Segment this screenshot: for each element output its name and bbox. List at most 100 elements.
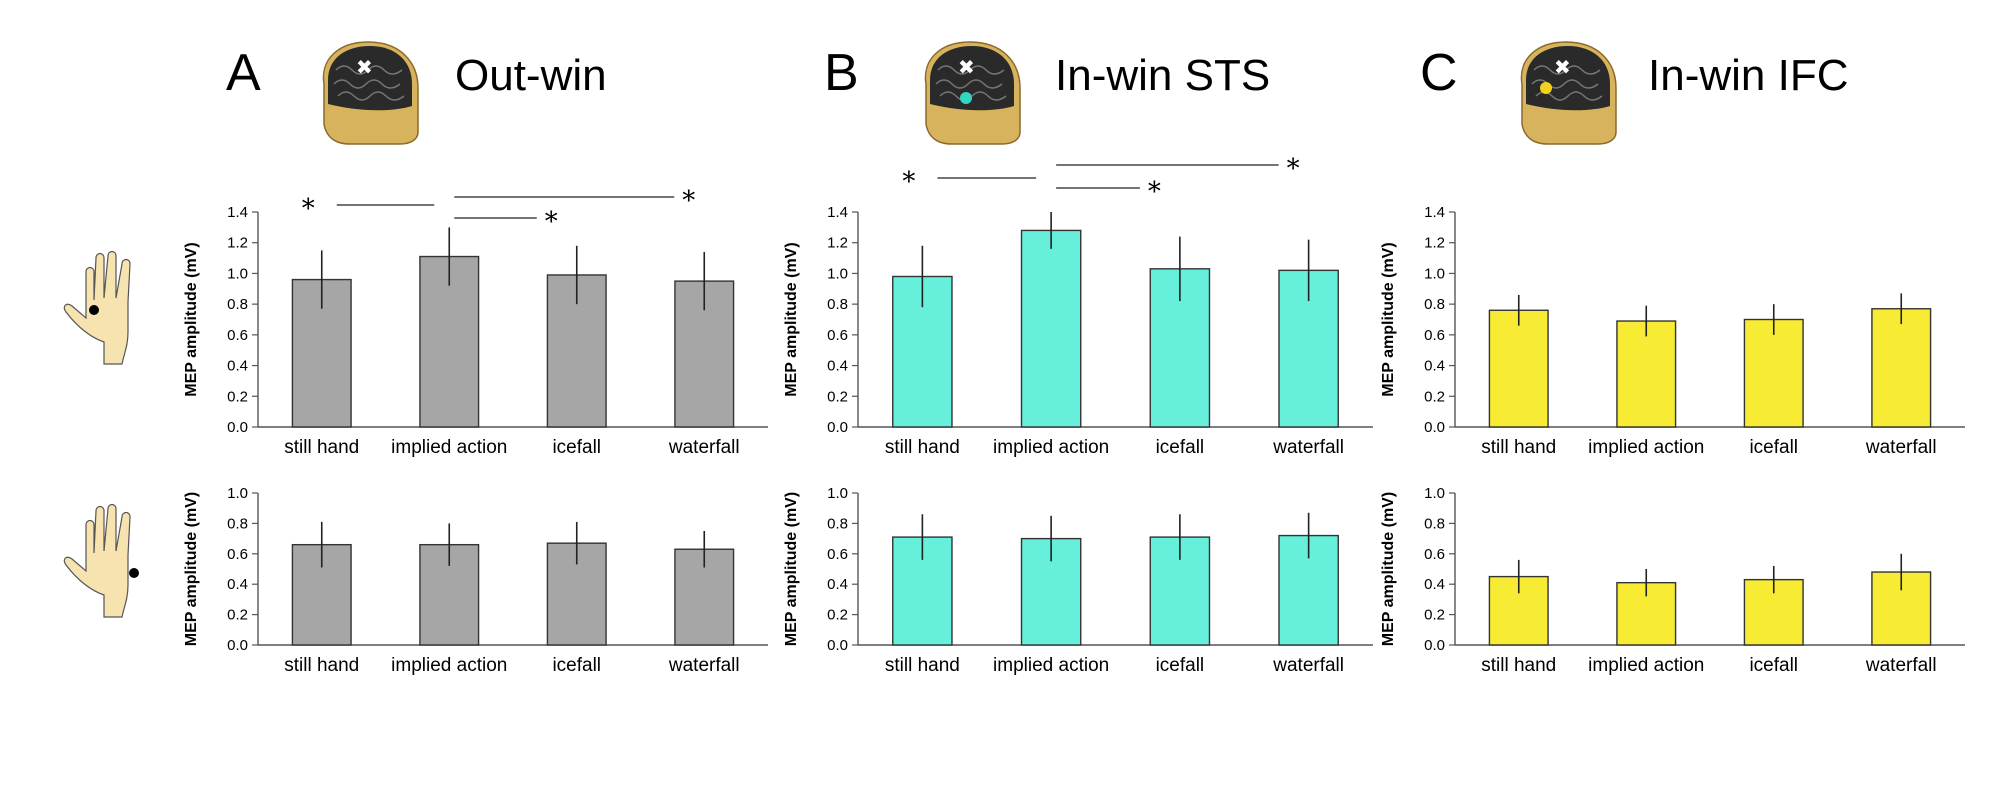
x-tick-label: waterfall [668, 437, 740, 458]
y-tick-label: 0.6 [1424, 546, 1445, 563]
x-tick-label: implied action [1588, 655, 1704, 676]
x-tick-label: implied action [391, 655, 507, 676]
chart-b-row2: 0.0 0.2 0.4 0.6 0.8 1.0 MEP amplitude (mV) stil… [783, 485, 1373, 676]
hand-icon [63, 503, 139, 618]
x-tick-label: icefall [552, 437, 601, 458]
y-tick-label: 0.4 [827, 576, 848, 593]
y-tick-label: 1.2 [1424, 235, 1445, 252]
y-axis-label: MEP amplitude (mV) [183, 492, 200, 646]
bar [1871, 308, 1932, 428]
y-tick-label: 0.6 [827, 546, 848, 563]
y-tick-label: 1.4 [827, 204, 848, 221]
chart-a-row1: 0.0 0.2 0.4 0.6 0.8 1.0 1.2 1.4 MEP amplitude (m… [183, 186, 768, 458]
bar [1616, 320, 1677, 428]
y-tick-label: 0.4 [1424, 358, 1445, 375]
y-tick-label: 0.8 [827, 515, 848, 532]
y-tick-label: 0.0 [827, 419, 848, 436]
x-tick-label: still hand [885, 655, 960, 676]
y-tick-label: 0.0 [1424, 637, 1445, 654]
x-tick-label: still hand [1481, 655, 1556, 676]
y-tick-label: 1.0 [827, 265, 848, 282]
y-tick-label: 1.2 [827, 235, 848, 252]
y-tick-label: 0.6 [227, 327, 248, 344]
x-tick-label: icefall [1749, 655, 1798, 676]
y-tick-label: 0.6 [227, 546, 248, 563]
panel-title-a: Out-win [455, 51, 607, 100]
bar [1020, 229, 1082, 428]
x-tick-label: waterfall [1272, 437, 1344, 458]
x-tick-label: waterfall [668, 655, 740, 676]
stim-site-dot [1540, 82, 1552, 94]
x-tick-label: still hand [885, 437, 960, 458]
y-axis-label: MEP amplitude (mV) [183, 242, 200, 396]
brain-icon: ✖ [322, 41, 419, 145]
y-tick-label: 0.2 [227, 388, 248, 405]
panel-header-a: A ✖ Out-win [226, 41, 607, 145]
y-axis-label: MEP amplitude (mV) [1380, 242, 1397, 396]
stim-site-dot [960, 92, 972, 104]
y-tick-label: 0.2 [827, 388, 848, 405]
x-tick-label: still hand [1481, 437, 1556, 458]
x-tick-label: implied action [1588, 437, 1704, 458]
x-tick-label: waterfall [1272, 655, 1344, 676]
y-tick-label: 0.2 [1424, 388, 1445, 405]
y-tick-label: 0.0 [1424, 419, 1445, 436]
chart-b-row1: 0.0 0.2 0.4 0.6 0.8 1.0 1.2 1.4 MEP amplitude (m… [783, 154, 1373, 458]
y-axis-label: MEP amplitude (mV) [783, 242, 800, 396]
y-tick-label: 1.0 [1424, 485, 1445, 502]
y-tick-label: 1.0 [227, 485, 248, 502]
hand-icon [63, 250, 131, 365]
panel-header-b: B ✖ In-win STS [824, 41, 1270, 145]
brain-icon: ✖ [924, 41, 1021, 145]
bar [1488, 309, 1549, 428]
chart-c-row2: 0.0 0.2 0.4 0.6 0.8 1.0 MEP amplitude (mV) stil… [1380, 485, 1965, 676]
x-tick-label: implied action [993, 437, 1109, 458]
significance-star: * [1148, 177, 1161, 207]
svg-text:✖: ✖ [356, 55, 373, 79]
significance-star: * [682, 186, 695, 216]
y-tick-label: 0.2 [1424, 607, 1445, 624]
y-tick-label: 0.2 [827, 607, 848, 624]
y-tick-label: 0.8 [827, 296, 848, 313]
y-tick-label: 1.0 [827, 485, 848, 502]
panel-header-c: C ✖ In-win IFC [1420, 41, 1848, 145]
x-tick-label: icefall [1156, 655, 1205, 676]
y-tick-label: 0.4 [1424, 576, 1445, 593]
y-tick-label: 0.8 [1424, 296, 1445, 313]
y-tick-label: 0.4 [227, 576, 248, 593]
x-tick-label: implied action [391, 437, 507, 458]
svg-text:✖: ✖ [1554, 55, 1571, 79]
x-tick-label: waterfall [1865, 437, 1937, 458]
brain-icon: ✖ [1520, 41, 1617, 145]
panel-title-c: In-win IFC [1648, 51, 1848, 100]
bar [1743, 318, 1804, 428]
significance-star: * [545, 207, 558, 237]
x-tick-label: waterfall [1865, 655, 1937, 676]
y-axis-label: MEP amplitude (mV) [1380, 492, 1397, 646]
x-tick-label: implied action [993, 655, 1109, 676]
panel-title-b: In-win STS [1055, 51, 1270, 100]
y-tick-label: 0.4 [227, 358, 248, 375]
panel-letter-a: A [226, 44, 261, 102]
significance-star: * [902, 167, 915, 197]
y-tick-label: 0.2 [227, 607, 248, 624]
x-tick-label: still hand [284, 437, 359, 458]
chart-grid: 0.0 0.2 0.4 0.6 0.8 1.0 1.2 1.4 MEP amplitude (m… [183, 154, 1965, 676]
y-tick-label: 1.4 [1424, 204, 1445, 221]
x-tick-label: still hand [284, 655, 359, 676]
y-tick-label: 1.0 [1424, 265, 1445, 282]
panel-letter-c: C [1420, 44, 1458, 102]
y-tick-label: 0.0 [227, 419, 248, 436]
y-tick-label: 1.0 [227, 265, 248, 282]
chart-a-row2: 0.0 0.2 0.4 0.6 0.8 1.0 MEP amplitude (mV) stil… [183, 485, 768, 676]
significance-star: * [302, 194, 315, 224]
y-axis-label: MEP amplitude (mV) [783, 492, 800, 646]
svg-text:✖: ✖ [958, 55, 975, 79]
y-tick-label: 0.6 [1424, 327, 1445, 344]
y-tick-label: 0.4 [827, 358, 848, 375]
chart-c-row1: 0.0 0.2 0.4 0.6 0.8 1.0 1.2 1.4 MEP amplitude (m… [1380, 204, 1965, 458]
y-tick-label: 0.8 [1424, 515, 1445, 532]
y-tick-label: 0.8 [227, 296, 248, 313]
y-tick-label: 0.6 [827, 327, 848, 344]
